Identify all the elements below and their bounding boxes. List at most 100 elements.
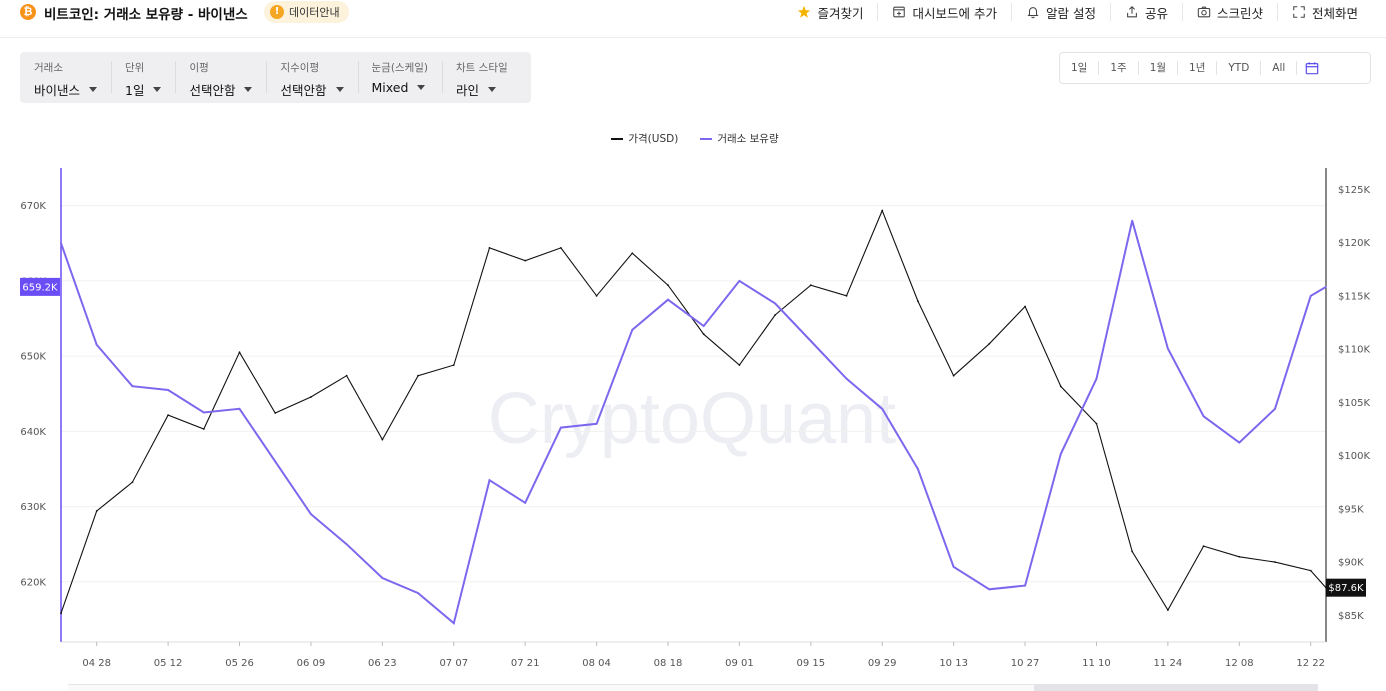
navigator-handle[interactable] [1034,684,1318,691]
reserve-data-point [274,460,277,463]
reserve-data-point [345,543,348,546]
right-axis-tick-label: $105K [1338,398,1370,409]
x-axis-tick-label: 05 12 [154,658,183,669]
legend-swatch-price [611,137,624,140]
chevron-down-icon [244,87,253,92]
range-1d-button[interactable]: 1일 [1060,61,1100,75]
price-data-point [452,364,455,366]
reserve-data-point [310,513,312,515]
scale-caption: 눈금(스케일) [371,62,429,74]
left-axis-tick-label: 620K [20,577,46,588]
left-axis-tick-label: 650K [20,352,46,363]
x-axis-tick-label: 06 23 [368,658,397,669]
reserve-data-point [559,426,562,429]
ema-select[interactable]: 지수이평 선택안함 [266,52,357,103]
left-axis-tick-label: 670K [20,201,46,212]
moving-average-select[interactable]: 이평 선택안함 [175,52,266,103]
chart-style-select[interactable]: 차트 스타일 라인 [442,52,522,103]
x-axis-tick-label: 11 24 [1154,658,1183,669]
moving-average-caption: 이평 [189,62,209,74]
ema-value: 선택안함 [280,83,327,98]
interval-select[interactable]: 단위 1일 [111,52,175,103]
chart-legend: 가격(USD) 거래소 보유량 [0,131,1386,146]
reserve-data-point [60,242,62,245]
exchange-caption: 거래소 [34,62,63,74]
reserve-data-point [417,592,419,594]
reserve-data-point [1166,347,1169,350]
right-axis-tick-label: $90K [1338,558,1364,569]
price-data-point [274,412,277,414]
range-1m-button[interactable]: 1월 [1139,61,1179,75]
scale-select[interactable]: 눈금(스케일) Mixed [357,52,443,103]
reserve-data-point [1202,415,1205,418]
reserve-data-point [1309,295,1312,297]
range-1y-button[interactable]: 1년 [1178,61,1218,75]
range-1w-button[interactable]: 1주 [1099,61,1139,75]
calendar-button[interactable] [1297,53,1327,83]
favorite-button[interactable]: 즐겨찾기 [783,3,877,21]
reserve-data-point [1131,219,1134,222]
reserve-data-point [667,298,669,301]
screenshot-button[interactable]: 스크린샷 [1181,3,1277,21]
price-data-point [1059,385,1062,388]
price-data-point [381,438,384,441]
share-button[interactable]: 공유 [1109,3,1182,21]
reserve-data-point [202,411,205,414]
current-price-value: $87.6K [1328,583,1364,594]
price-data-point [60,612,62,615]
reserve-data-point [488,479,491,482]
price-data-point [1274,561,1276,564]
chart-style-value: 라인 [456,83,480,98]
current-price-badge [1326,578,1366,597]
chart-controls-panel: 거래소 바이낸스 단위 1일 이평 선택안함 지수이평 선택안함 눈금(스케일)… [20,52,531,103]
x-axis-tick-label: 08 04 [582,658,611,669]
reserve-data-point [1238,441,1241,444]
alert-settings-label: 알람 설정 [1045,5,1096,21]
price-data-point [488,246,491,249]
x-axis-tick-label: 08 18 [654,658,683,669]
price-data-point [1024,305,1026,308]
chevron-down-icon [417,85,426,90]
chart-navigator [68,684,1318,691]
price-data-point [1238,555,1241,558]
top-action-bar: 즐겨찾기 대시보드에 추가 알람 설정 공유 스크린샷 전체화면 [783,3,1372,21]
exchange-value: 바이낸스 [34,83,81,98]
add-to-dashboard-button[interactable]: 대시보드에 추가 [877,3,1010,21]
fullscreen-button[interactable]: 전체화면 [1276,3,1372,21]
exchange-select[interactable]: 거래소 바이낸스 [20,52,111,103]
page-title: 비트코인: 거래소 보유량 - 바이낸스 [44,7,248,23]
reserve-data-point [1024,584,1026,587]
reserve-data-point [1274,407,1276,410]
legend-item-reserve[interactable]: 거래소 보유량 [700,131,779,146]
x-axis-tick-label: 12 08 [1225,658,1254,669]
share-label: 공유 [1144,5,1168,21]
star-icon [798,5,811,18]
data-info-badge[interactable]: ! 데이터안내 [264,1,349,23]
price-data-point [917,300,919,303]
x-axis-tick-label: 12 22 [1296,658,1325,669]
left-axis-tick-label: 640K [20,427,46,438]
current-reserve-value: 659.2K [22,282,58,293]
price-data-point [417,374,419,377]
reserve-data-point [95,343,98,346]
bell-icon [1027,7,1039,19]
reserve-data-point [524,501,527,504]
add-to-dashboard-label: 대시보드에 추가 [912,5,997,21]
scale-value: Mixed [371,80,409,95]
reserve-data-point [1325,285,1327,288]
page-header: ₿ 비트코인: 거래소 보유량 - 바이낸스 ! 데이터안내 즐겨찾기 대시보드… [0,0,1386,38]
reserve-data-point [238,407,241,410]
reserve-data-point [1095,377,1098,380]
interval-value: 1일 [125,83,145,98]
range-ytd-button[interactable]: YTD [1217,61,1262,75]
reserve-data-point [881,407,884,410]
range-all-button[interactable]: All [1261,61,1298,75]
left-axis-tick-label: 630K [20,502,46,513]
alert-settings-button[interactable]: 알람 설정 [1010,3,1110,21]
right-axis-tick-label: $125K [1338,185,1370,196]
dashboard-add-icon [893,6,906,18]
price-data-point [310,396,312,398]
x-axis-tick-label: 10 13 [939,658,968,669]
calendar-icon [1306,62,1319,75]
legend-item-price[interactable]: 가격(USD) [611,131,678,146]
